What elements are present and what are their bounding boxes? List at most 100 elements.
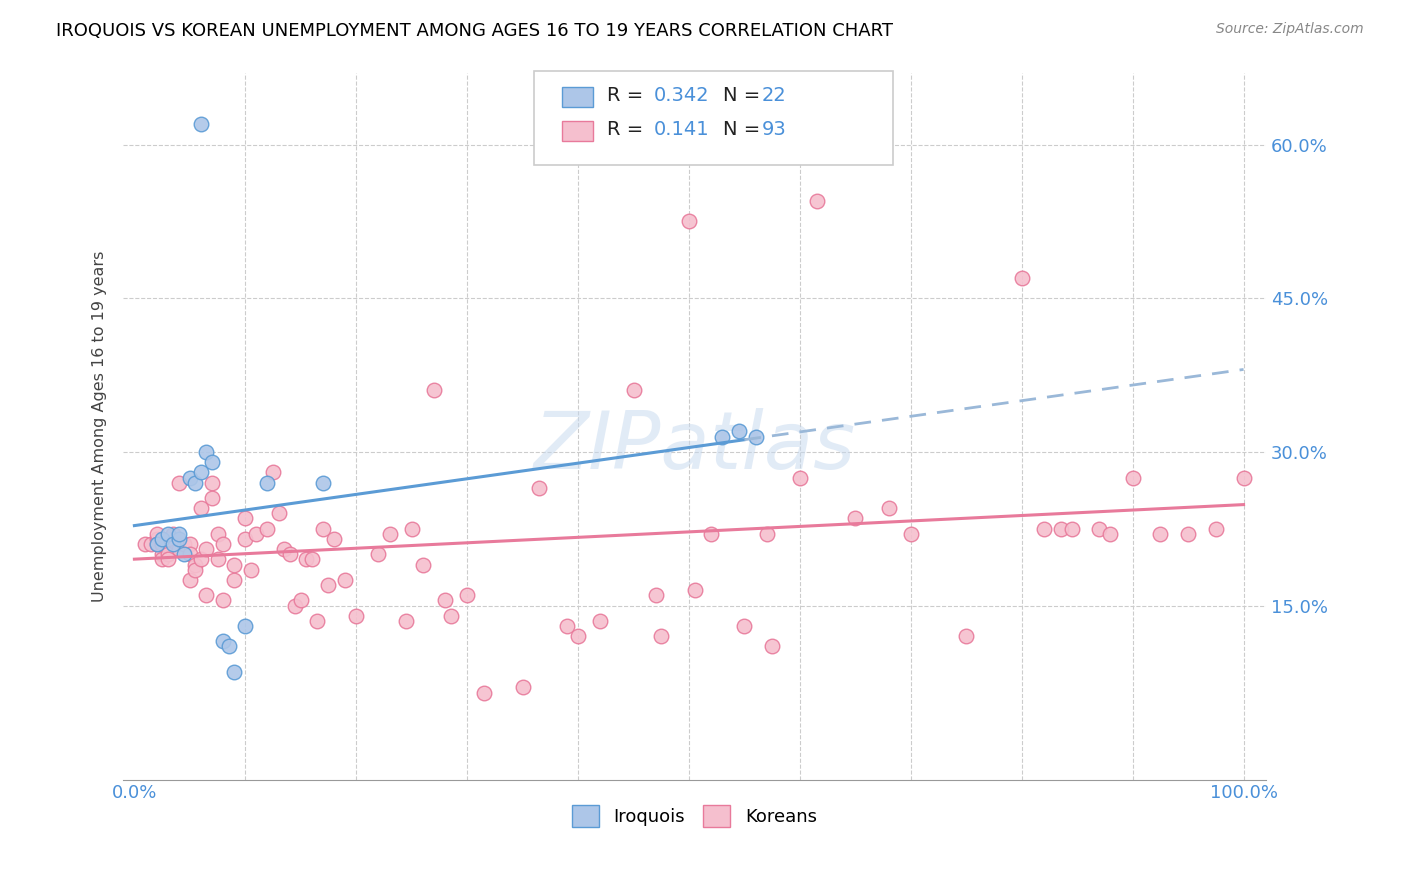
Point: [150, 532, 173, 546]
Point: [145, 537, 167, 551]
Point: [284, 599, 307, 613]
Point: [650, 629, 672, 643]
Point: [150, 537, 173, 551]
Text: N =: N =: [723, 86, 766, 105]
Text: 0.342: 0.342: [654, 86, 710, 105]
Point: [145, 537, 167, 551]
Point: [395, 614, 418, 628]
Point: [278, 547, 301, 561]
Text: ZIPatlas: ZIPatlas: [533, 409, 856, 486]
Point: [179, 537, 201, 551]
Point: [683, 583, 706, 598]
Point: [233, 511, 256, 525]
Point: [711, 429, 734, 443]
Point: [307, 614, 329, 628]
Point: [139, 537, 162, 551]
Point: [301, 552, 323, 566]
Point: [167, 475, 190, 490]
Point: [367, 547, 389, 561]
Point: [212, 537, 235, 551]
Point: [179, 547, 201, 561]
Text: IROQUOIS VS KOREAN UNEMPLOYMENT AMONG AGES 16 TO 19 YEARS CORRELATION CHART: IROQUOIS VS KOREAN UNEMPLOYMENT AMONG AG…: [56, 22, 893, 40]
Point: [167, 532, 190, 546]
Point: [150, 537, 173, 551]
Point: [233, 532, 256, 546]
Point: [733, 619, 755, 633]
Point: [333, 573, 356, 587]
Point: [184, 558, 207, 572]
Text: R =: R =: [607, 120, 657, 139]
Point: [195, 445, 218, 459]
Point: [877, 501, 900, 516]
Point: [700, 526, 723, 541]
Point: [190, 552, 212, 566]
Point: [207, 526, 229, 541]
Point: [212, 593, 235, 607]
Point: [844, 511, 866, 525]
Point: [1032, 522, 1054, 536]
Point: [162, 537, 184, 551]
Point: [201, 491, 224, 505]
Point: [412, 558, 434, 572]
Point: [789, 470, 811, 484]
Point: [555, 619, 578, 633]
Point: [1122, 470, 1144, 484]
Point: [312, 475, 335, 490]
Point: [150, 547, 173, 561]
Point: [190, 466, 212, 480]
Point: [195, 588, 218, 602]
Point: [207, 552, 229, 566]
Point: [195, 542, 218, 557]
Point: [1049, 522, 1071, 536]
Point: [1149, 526, 1171, 541]
Point: [900, 526, 922, 541]
Point: [728, 425, 751, 439]
Point: [162, 526, 184, 541]
Point: [184, 563, 207, 577]
Y-axis label: Unemployment Among Ages 16 to 19 years: Unemployment Among Ages 16 to 19 years: [93, 251, 107, 602]
Point: [173, 547, 195, 561]
Point: [134, 537, 156, 551]
Point: [145, 526, 167, 541]
Point: [678, 214, 700, 228]
Point: [806, 194, 828, 208]
Point: [623, 384, 645, 398]
Point: [755, 526, 778, 541]
Point: [295, 552, 318, 566]
Text: Source: ZipAtlas.com: Source: ZipAtlas.com: [1216, 22, 1364, 37]
Point: [156, 532, 179, 546]
Point: [456, 588, 478, 602]
Point: [173, 537, 195, 551]
Point: [344, 608, 367, 623]
Point: [233, 619, 256, 633]
Point: [201, 475, 224, 490]
Text: 93: 93: [762, 120, 787, 139]
Point: [401, 522, 423, 536]
Point: [167, 542, 190, 557]
Point: [262, 466, 284, 480]
Point: [150, 552, 173, 566]
Point: [955, 629, 977, 643]
Point: [156, 526, 179, 541]
Point: [1011, 270, 1033, 285]
Point: [529, 481, 551, 495]
Point: [224, 558, 246, 572]
Point: [761, 640, 783, 654]
Point: [512, 681, 534, 695]
Point: [190, 501, 212, 516]
Point: [218, 640, 240, 654]
Point: [312, 522, 335, 536]
Point: [267, 506, 290, 520]
Point: [256, 522, 278, 536]
Point: [589, 614, 612, 628]
Point: [1060, 522, 1083, 536]
Point: [472, 685, 495, 699]
Text: 22: 22: [762, 86, 787, 105]
Point: [190, 117, 212, 131]
Point: [1088, 522, 1111, 536]
Point: [433, 593, 456, 607]
Point: [239, 563, 262, 577]
Legend: Iroquois, Koreans: Iroquois, Koreans: [565, 797, 824, 834]
Point: [378, 526, 401, 541]
Point: [156, 547, 179, 561]
